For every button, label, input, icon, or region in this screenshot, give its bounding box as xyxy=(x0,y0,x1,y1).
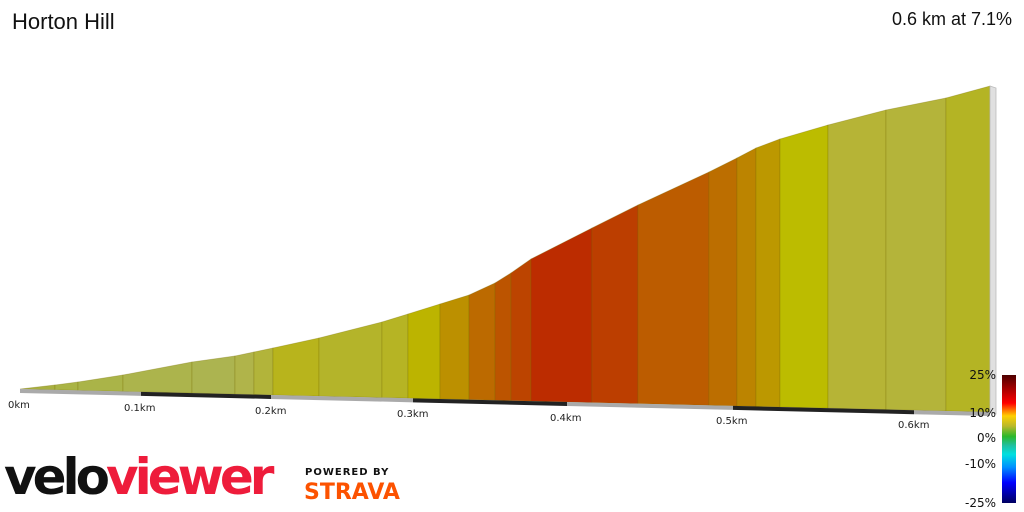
segment-summary: 0.6 km at 7.1% xyxy=(891,9,1012,29)
gradient-segment xyxy=(530,227,593,403)
gradient-segment xyxy=(494,272,512,402)
x-axis-tick-label: 0.4km xyxy=(550,413,582,424)
veloviewer-logo: veloviewer xyxy=(4,452,274,502)
gradient-segment xyxy=(253,347,274,396)
gradient-legend-label: -25% xyxy=(964,496,996,510)
gradient-segment xyxy=(19,384,56,391)
gradient-segment xyxy=(122,361,193,394)
gradient-segment xyxy=(439,294,470,401)
strava-logo: STRAVA xyxy=(304,480,400,505)
gradient-segment xyxy=(191,355,236,395)
x-axis-tick-label: 0.6km xyxy=(898,420,930,431)
distance-band xyxy=(733,405,914,415)
distance-bands xyxy=(20,389,990,416)
gradient-segment xyxy=(885,97,947,412)
gradient-segment xyxy=(510,258,532,402)
distance-band xyxy=(271,394,413,403)
gradient-legend-label: 25% xyxy=(969,368,996,382)
distance-band xyxy=(914,410,990,416)
x-axis-tick-label: 0.2km xyxy=(255,406,287,417)
gradient-segment xyxy=(827,109,887,410)
gradient-segment xyxy=(407,303,441,400)
distance-band xyxy=(413,398,567,406)
profile-end-wall xyxy=(989,85,997,415)
gradient-segment xyxy=(318,321,383,398)
x-axis-tick-label: 0km xyxy=(8,400,30,411)
gradient-segment xyxy=(736,147,757,407)
x-axis-tick-label: 0.1km xyxy=(124,403,156,414)
gradient-segment xyxy=(708,157,738,407)
gradient-segment xyxy=(755,138,781,408)
x-axis-tick-label: 0.3km xyxy=(397,409,429,420)
gradient-segment xyxy=(637,171,710,406)
x-axis-tick-label: 0.5km xyxy=(716,416,748,427)
gradient-segment xyxy=(468,282,496,401)
gradient-segment xyxy=(591,204,639,405)
gradient-legend-label: 10% xyxy=(969,406,996,420)
distance-band xyxy=(567,401,733,410)
logo-viewer-text: viewer xyxy=(106,448,274,506)
gradient-legend-label: 0% xyxy=(976,431,996,445)
gradient-legend-label: -10% xyxy=(964,457,996,471)
gradient-segment xyxy=(54,381,79,391)
logo-velo-text: velo xyxy=(4,448,110,506)
gradient-segment xyxy=(945,85,991,413)
gradient-segment xyxy=(381,313,409,399)
gradient-segment xyxy=(779,124,829,409)
gradient-colorbar xyxy=(1002,375,1016,503)
gradient-segment xyxy=(234,351,255,395)
powered-by-label: POWERED BY xyxy=(305,467,390,478)
gradient-segment xyxy=(77,374,124,392)
gradient-segments xyxy=(19,85,991,413)
segment-title: Horton Hill xyxy=(12,9,115,34)
distance-band xyxy=(141,391,271,399)
distance-band xyxy=(20,389,141,396)
gradient-segment xyxy=(272,337,320,397)
